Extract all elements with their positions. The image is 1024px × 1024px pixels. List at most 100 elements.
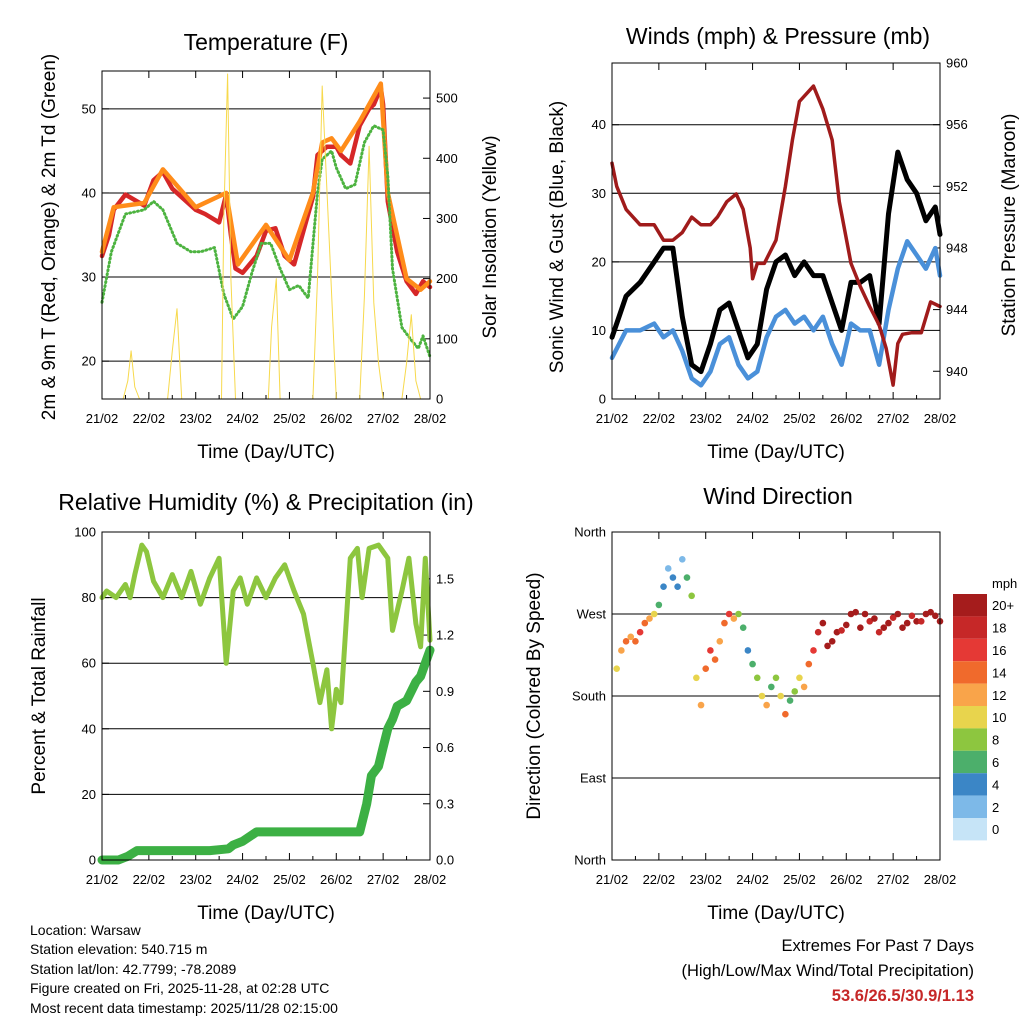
direction-point: [875, 628, 883, 636]
y2-tick-label: 400: [436, 151, 458, 166]
x-axis-label: Time (Day/UTC): [707, 442, 845, 463]
y-tick-label: 100: [74, 525, 96, 540]
x-tick-label: 23/02: [179, 411, 212, 426]
extremes-box: Extremes For Past 7 Days (High/Low/Max W…: [681, 934, 974, 1009]
y-tick-label: 0: [599, 392, 606, 407]
legend-swatch: [953, 750, 987, 774]
direction-point: [885, 619, 892, 627]
direction-point: [927, 608, 934, 616]
direction-point: [838, 627, 845, 634]
direction-point: [613, 665, 620, 672]
x-tick-label: 24/02: [736, 872, 769, 887]
y-tick-label: 20: [592, 254, 606, 269]
direction-point: [772, 674, 780, 682]
y-axis-label: 2m & 9m T (Red, Orange) & 2m Td (Green): [39, 54, 60, 420]
direction-point: [768, 683, 775, 691]
chart-panel-2: Winds (mph) & Pressure (mb) Time (Day/UTC…: [547, 23, 1020, 463]
y-tick-label: 0: [89, 853, 96, 868]
y-axis-label: Sonic Wind & Gust (Blue, Black): [547, 101, 568, 373]
station-info: Location: Warsaw Station elevation: 540.…: [30, 921, 338, 1018]
direction-point: [702, 665, 710, 672]
legend-label: 12: [992, 688, 1006, 703]
direction-point: [650, 610, 658, 618]
legend-label: 6: [992, 755, 999, 770]
direction-point: [871, 615, 878, 622]
y2-tick-label: 952: [946, 179, 968, 194]
direction-point: [622, 638, 630, 645]
direction-point: [861, 610, 869, 618]
direction-point: [711, 656, 719, 663]
direction-point: [618, 647, 625, 654]
direction-point: [749, 660, 756, 668]
x-tick-label: 24/02: [736, 411, 769, 426]
legend-swatch: [953, 773, 987, 796]
series-2m-td: [100, 124, 432, 359]
direction-point: [828, 638, 836, 645]
direction-point: [857, 624, 864, 631]
x-tick-label: 21/02: [86, 411, 119, 426]
x-tick-label: 23/02: [689, 872, 722, 887]
direction-point: [688, 592, 695, 600]
y-tick-label: 30: [592, 186, 606, 201]
legend-swatch: [953, 661, 987, 684]
direction-point: [655, 601, 663, 609]
y-tick-label: West: [577, 607, 607, 622]
legend-label: 20+: [992, 598, 1014, 613]
y-tick-label: 40: [592, 117, 606, 132]
y2-tick-label: 200: [436, 271, 458, 286]
x-tick-label: 26/02: [320, 411, 353, 426]
direction-point: [796, 674, 803, 682]
direction-point: [669, 574, 677, 581]
x-tick-label: 24/02: [226, 411, 259, 426]
y2-tick-label: 0: [436, 392, 443, 407]
legend-swatch: [953, 616, 987, 639]
info-location: Location: Warsaw: [30, 922, 141, 938]
direction-point: [674, 583, 681, 590]
info-created: Figure created on Fri, 2025-11-28, at 02…: [30, 980, 330, 997]
direction-point: [660, 583, 667, 590]
y2-tick-label: 1.5: [436, 571, 454, 586]
x-axis-label: Time (Day/UTC): [197, 903, 335, 924]
legend-label: 8: [992, 733, 999, 748]
direction-point: [758, 692, 766, 700]
direction-point: [917, 617, 925, 625]
x-tick-label: 21/02: [86, 872, 119, 887]
direction-point: [683, 574, 691, 581]
legend-label: 0: [992, 822, 999, 837]
legend-title: mph: [992, 576, 1017, 591]
plot-frame: [611, 62, 941, 400]
legend-swatch: [953, 706, 987, 729]
direction-point: [730, 615, 738, 622]
direction-point: [894, 610, 902, 618]
x-tick-label: 25/02: [783, 411, 816, 426]
x-tick-label: 27/02: [367, 411, 400, 426]
series-gust: [609, 149, 943, 375]
chart-title: Temperature (F): [184, 29, 349, 55]
series-total-precipitation: [97, 645, 435, 865]
x-tick-label: 28/02: [414, 411, 447, 426]
direction-point: [721, 619, 728, 627]
x-tick-label: 26/02: [830, 872, 863, 887]
y-tick-label: 10: [592, 323, 606, 338]
direction-point: [636, 628, 644, 636]
x-tick-label: 26/02: [830, 411, 863, 426]
direction-point: [777, 692, 784, 700]
direction-point: [810, 647, 817, 654]
extremes-title: Extremes For Past 7 Days: [781, 937, 974, 955]
y2-tick-label: 0.9: [436, 684, 454, 699]
direction-point: [763, 701, 770, 709]
y2-axis-label: Solar Insolation (Yellow): [480, 135, 501, 338]
plot-frame: [101, 531, 431, 861]
direction-point: [899, 624, 906, 631]
x-tick-label: 25/02: [273, 411, 306, 426]
y-tick-label: 40: [82, 185, 96, 200]
legend-swatch: [953, 795, 987, 818]
legend-swatch: [953, 638, 987, 662]
info-elevation: Station elevation: 540.715 m: [30, 941, 208, 958]
x-tick-label: 23/02: [179, 872, 212, 887]
chart-panel-3: Relative Humidity (%) & Precipitation (i…: [29, 489, 474, 924]
y2-tick-label: 100: [436, 331, 458, 346]
x-tick-label: 27/02: [877, 872, 910, 887]
direction-point: [716, 638, 724, 645]
